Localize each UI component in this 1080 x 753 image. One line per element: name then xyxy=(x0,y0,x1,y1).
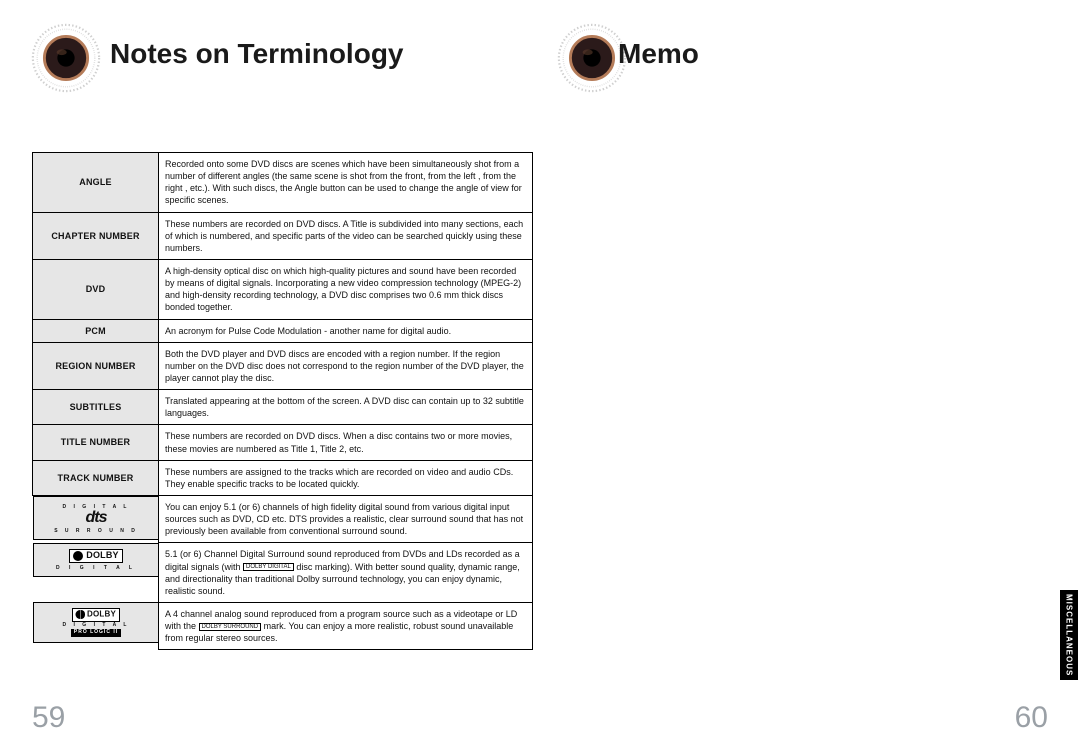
dolby-prologic-logo: DOLBY D I G I T A L PRO LOGIC II xyxy=(33,602,160,642)
term-label: PCM xyxy=(33,319,159,342)
table-row: ANGLE Recorded onto some DVD discs are s… xyxy=(33,153,533,213)
term-desc: An acronym for Pulse Code Modulation - a… xyxy=(159,319,533,342)
term-desc: A 4 channel analog sound reproduced from… xyxy=(159,602,533,649)
term-desc: A high-density optical disc on which hig… xyxy=(159,259,533,319)
table-row: TRACK NUMBER These numbers are assigned … xyxy=(33,460,533,495)
term-label: DVD xyxy=(33,259,159,319)
terminology-table: ANGLE Recorded onto some DVD discs are s… xyxy=(32,152,533,650)
table-row: DOLBY D I G I T A L PRO LOGIC II A 4 cha… xyxy=(33,602,533,649)
term-label: ANGLE xyxy=(33,153,159,213)
dolby-digital-logo: DOLBY D I G I T A L xyxy=(33,543,160,577)
term-label: SUBTITLES xyxy=(33,390,159,425)
term-label: CHAPTER NUMBER xyxy=(33,212,159,259)
term-desc: These numbers are recorded on DVD discs.… xyxy=(159,212,533,259)
term-label: TITLE NUMBER xyxy=(33,425,159,460)
table-row: D I G I T A L dts S U R R O U N D You ca… xyxy=(33,495,533,542)
term-desc: Translated appearing at the bottom of th… xyxy=(159,390,533,425)
dts-logo: D I G I T A L dts S U R R O U N D xyxy=(33,496,160,540)
term-desc: Both the DVD player and DVD discs are en… xyxy=(159,342,533,389)
term-desc: You can enjoy 5.1 (or 6) channels of hig… xyxy=(159,495,533,542)
table-row: DOLBY D I G I T A L 5.1 (or 6) Channel D… xyxy=(33,543,533,603)
page-number-left: 59 xyxy=(32,701,65,735)
term-desc: These numbers are assigned to the tracks… xyxy=(159,460,533,495)
table-row: DVD A high-density optical disc on which… xyxy=(33,259,533,319)
section-tab-miscellaneous: MISCELLANEOUS xyxy=(1060,590,1078,680)
page-title-memo: Memo xyxy=(618,38,699,70)
table-row: CHAPTER NUMBER These numbers are recorde… xyxy=(33,212,533,259)
term-desc: Recorded onto some DVD discs are scenes … xyxy=(159,153,533,213)
term-desc: These numbers are recorded on DVD discs.… xyxy=(159,425,533,460)
table-row: SUBTITLES Translated appearing at the bo… xyxy=(33,390,533,425)
term-desc: 5.1 (or 6) Channel Digital Surround soun… xyxy=(159,543,533,603)
table-row: PCM An acronym for Pulse Code Modulation… xyxy=(33,319,533,342)
dolby-digital-mark-icon: DOLBY DIGITAL xyxy=(243,563,294,571)
page-number-right: 60 xyxy=(1015,701,1048,735)
term-label: REGION NUMBER xyxy=(33,342,159,389)
table-row: REGION NUMBER Both the DVD player and DV… xyxy=(33,342,533,389)
page-title-terminology: Notes on Terminology xyxy=(110,38,404,70)
speaker-icon xyxy=(30,22,102,94)
dolby-surround-mark-icon: DOLBY SURROUND xyxy=(199,623,262,631)
table-row: TITLE NUMBER These numbers are recorded … xyxy=(33,425,533,460)
term-label: TRACK NUMBER xyxy=(33,460,159,495)
